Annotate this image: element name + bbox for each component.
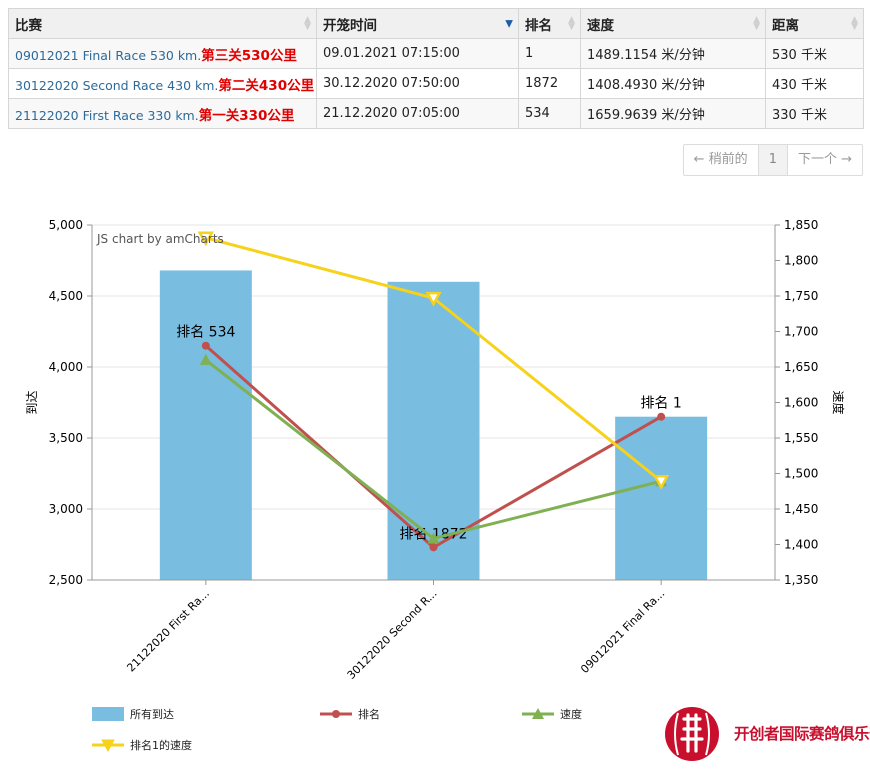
y-right-tick-label: 1,850 <box>784 218 818 232</box>
table-row: 21122020 First Race 330 km.第一关330公里 21.1… <box>8 98 864 129</box>
legend-item-rank[interactable]: 排名 <box>320 706 380 722</box>
point-marker <box>429 543 438 552</box>
y-right-tick-label: 1,700 <box>784 325 818 339</box>
x-tick-label: 30122020 Second R... <box>345 587 440 682</box>
y-left-axis-title: 到达 <box>25 390 39 414</box>
y-right-tick-label: 1,500 <box>784 467 818 481</box>
legend-line-triangle-swatch <box>522 708 554 719</box>
speed-cell: 1659.9639 米/分钟 <box>580 98 766 129</box>
club-name: 开创者国际赛鸽俱乐部 <box>734 725 870 743</box>
data-label: 排名 1 <box>640 396 681 412</box>
sort-icon[interactable]: ▲ ▼ <box>851 14 858 32</box>
column-header-race[interactable]: 比赛 ▲ ▼ <box>8 8 317 39</box>
results-table: 比赛 ▲ ▼ 开笼时间 ▼ 排名 ▲ ▼ 速度 ▲ ▼ 距离 ▲ ▼ 09012021 Final… <box>8 8 864 129</box>
y-left-tick-label: 4,500 <box>49 289 83 303</box>
point-marker <box>201 341 210 350</box>
chart-legend: 所有到达 排名 速度 排名1的速度 <box>92 706 652 756</box>
table-row: 09012021 Final Race 530 km.第三关530公里 09.0… <box>8 38 864 69</box>
release-time-cell: 30.12.2020 07:50:00 <box>316 68 519 99</box>
race-cell: 30122020 Second Race 430 km.第二关430公里 <box>8 68 317 99</box>
pagination: ← 稍前的 1 下一个 → <box>682 144 863 176</box>
data-label: 排名 534 <box>176 325 235 341</box>
x-tick-label: 21122020 First Ra... <box>124 587 212 675</box>
y-right-tick-label: 1,550 <box>784 431 818 445</box>
race-cell: 09012021 Final Race 530 km.第三关530公里 <box>8 38 317 69</box>
y-left-tick-label: 5,000 <box>49 218 83 232</box>
race-link[interactable]: 30122020 Second Race 430 km. <box>15 77 219 93</box>
race-link[interactable]: 09012021 Final Race 530 km. <box>15 47 202 63</box>
page-number-button[interactable]: 1 <box>757 145 788 175</box>
bar <box>615 416 708 580</box>
bar <box>159 270 252 580</box>
club-logo: 开创者国际赛鸽俱乐部 <box>662 703 870 763</box>
legend-item-speed[interactable]: 速度 <box>522 706 582 722</box>
y-left-tick-label: 3,000 <box>49 502 83 516</box>
point-marker <box>197 231 214 247</box>
column-header-label: 距离 <box>772 17 799 34</box>
previous-page-button[interactable]: ← 稍前的 <box>693 152 748 167</box>
y-left-tick-label: 4,000 <box>49 360 83 374</box>
legend-line-circle-swatch <box>320 710 352 718</box>
y-left-tick-label: 3,500 <box>49 431 83 445</box>
table-row: 30122020 Second Race 430 km.第二关430公里 30.… <box>8 68 864 99</box>
y-right-tick-label: 1,350 <box>784 573 818 587</box>
bar-series <box>159 270 708 580</box>
y-left-tick-label: 2,500 <box>49 573 83 587</box>
club-seal-icon <box>665 707 719 761</box>
release-time-cell: 09.01.2021 07:15:00 <box>316 38 519 69</box>
column-header-label: 速度 <box>587 17 614 34</box>
y-right-tick-label: 1,400 <box>784 538 818 552</box>
rank-cell: 534 <box>518 98 581 129</box>
distance-cell: 530 千米 <box>765 38 864 69</box>
legend-label: 排名 <box>358 708 380 721</box>
legend-label: 排名1的速度 <box>130 739 192 752</box>
legend-line-triangle-down-swatch <box>92 739 124 753</box>
legend-item-rank1-speed[interactable]: 排名1的速度 <box>92 737 192 753</box>
y-right-tick-label: 1,800 <box>784 254 818 268</box>
legend-label: 所有到达 <box>130 708 174 721</box>
point-marker <box>653 475 670 490</box>
column-header-label: 排名 <box>525 17 552 34</box>
speed-cell: 1408.4930 米/分钟 <box>580 68 766 99</box>
column-header-distance[interactable]: 距离 ▲ ▼ <box>765 8 864 39</box>
legend-label: 速度 <box>560 708 582 721</box>
point-marker <box>427 532 440 544</box>
sort-desc-icon[interactable]: ▼ <box>505 18 513 29</box>
chart-credit[interactable]: JS chart by amCharts <box>96 232 224 246</box>
legend-bar-swatch <box>92 707 124 721</box>
legend-item-arrivals[interactable]: 所有到达 <box>92 706 174 722</box>
column-header-label: 比赛 <box>15 17 42 34</box>
race-cn-label: 第二关430公里 <box>218 77 315 94</box>
column-header-rank[interactable]: 排名 ▲ ▼ <box>518 8 581 39</box>
y-right-tick-label: 1,750 <box>784 289 818 303</box>
distance-cell: 430 千米 <box>765 68 864 99</box>
sort-icon[interactable]: ▲ ▼ <box>753 14 760 32</box>
race-link[interactable]: 21122020 First Race 330 km. <box>15 107 199 123</box>
y-right-tick-label: 1,650 <box>784 360 818 374</box>
x-tick-label: 09012021 Final Ra... <box>578 587 667 676</box>
point-marker <box>657 412 666 421</box>
race-cn-label: 第一关330公里 <box>198 107 295 124</box>
column-header-label: 开笼时间 <box>323 17 377 34</box>
point-marker <box>425 291 442 307</box>
table-header-row: 比赛 ▲ ▼ 开笼时间 ▼ 排名 ▲ ▼ 速度 ▲ ▼ 距离 ▲ ▼ <box>8 8 864 39</box>
point-marker <box>199 353 212 365</box>
release-time-cell: 21.12.2020 07:05:00 <box>316 98 519 129</box>
speed-cell: 1489.1154 米/分钟 <box>580 38 766 69</box>
next-page-button[interactable]: 下一个 → <box>797 152 852 167</box>
race-cell: 21122020 First Race 330 km.第一关330公里 <box>8 98 317 129</box>
race-cn-label: 第三关530公里 <box>201 47 297 64</box>
y-right-tick-label: 1,450 <box>784 502 818 516</box>
rank-cell: 1872 <box>518 68 581 99</box>
y-right-tick-label: 1,600 <box>784 396 818 410</box>
rank-cell: 1 <box>518 38 581 69</box>
column-header-speed[interactable]: 速度 ▲ ▼ <box>580 8 766 39</box>
sort-icon[interactable]: ▲ ▼ <box>568 14 575 32</box>
column-header-release-time[interactable]: 开笼时间 ▼ <box>316 8 519 39</box>
distance-cell: 330 千米 <box>765 98 864 129</box>
y-right-axis-title: 速度 <box>831 390 846 414</box>
sort-icon[interactable]: ▲ ▼ <box>304 14 311 32</box>
